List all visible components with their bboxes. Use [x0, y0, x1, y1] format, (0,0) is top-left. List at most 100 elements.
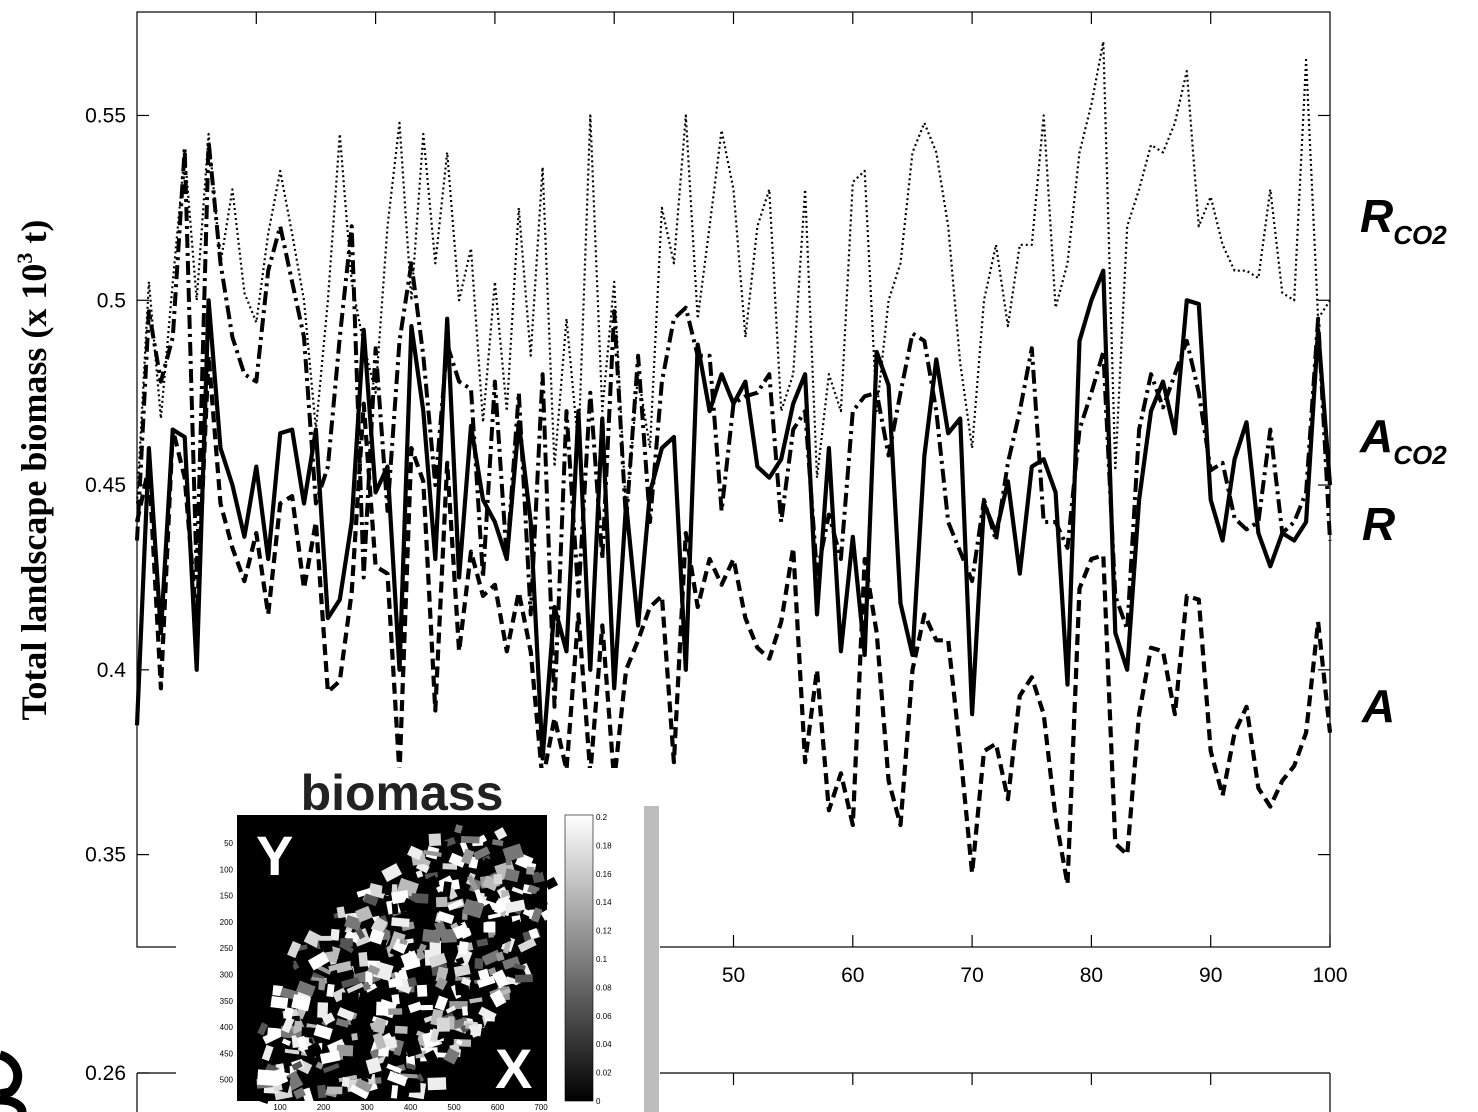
- inset-patch: [467, 875, 479, 891]
- inset-patch: [336, 906, 346, 919]
- inset-patch: [335, 1018, 350, 1028]
- inset-patch: [261, 1044, 274, 1062]
- inset-patch: [493, 929, 512, 947]
- inset-patch: [493, 873, 503, 885]
- inset-patch: [462, 898, 485, 919]
- inset-patch: [517, 937, 537, 953]
- inset-patch: [526, 866, 535, 875]
- inset-patch: [447, 899, 464, 911]
- inset-patch: [269, 1018, 286, 1027]
- inset-x-ticks: 100 200 300 400 500 600 700: [273, 1103, 548, 1112]
- y-tick-label: 0.5: [97, 289, 126, 312]
- x-tick-label: 70: [960, 964, 983, 987]
- inset-patch: [365, 983, 378, 993]
- y-axis-label-tail: t): [14, 220, 54, 253]
- inset-patch: [445, 1005, 457, 1014]
- inset-patch: [428, 833, 442, 847]
- inset-patch: [407, 976, 418, 988]
- inset-patch: [443, 1047, 460, 1065]
- y-axis-label-main: Total landscape biomass (x 10: [14, 264, 54, 721]
- inset-patch: [344, 930, 360, 944]
- x-tick-label: 60: [841, 964, 864, 987]
- inset-patch: [321, 1012, 336, 1026]
- inset-patch: [385, 923, 401, 935]
- inset-patch: [479, 834, 488, 844]
- inset-landscape-patches: [252, 824, 561, 1105]
- inset-colorbar-ticks: 0.2 0.18 0.16 0.14 0.12 0.1 0.08 0.06 0.04 0.02 0: [596, 813, 612, 1106]
- inset-patch: [389, 948, 404, 959]
- inset-patch: [531, 870, 545, 884]
- inset-patch: [504, 868, 520, 883]
- inset-patch: [293, 1020, 303, 1035]
- inset-patch: [350, 1018, 362, 1034]
- inset-patch: [400, 950, 419, 967]
- inset-patch: [514, 974, 533, 983]
- inset-patch: [340, 938, 353, 947]
- inset-patch: [452, 923, 469, 940]
- inset-patch: [416, 984, 428, 997]
- inset-patch: [415, 870, 424, 879]
- inset-y-tick-label: 50: [224, 839, 233, 848]
- inset-patch: [355, 905, 373, 923]
- inset-patch: [406, 1079, 421, 1093]
- inset-patch: [303, 1041, 323, 1060]
- x-axis-ticks: 50 60 70 80 90 100: [722, 935, 1348, 987]
- inset-patch: [386, 1063, 403, 1074]
- inset-patch: [283, 1007, 294, 1020]
- inset-patch: [511, 886, 525, 895]
- y-tick-label: 0.4: [97, 659, 127, 682]
- inset-patch: [415, 1073, 425, 1083]
- inset-y-tick-label: 150: [220, 892, 234, 901]
- main-plot: 0.35 0.4 0.45 0.5 0.55 50 60 70 80 90 100: [85, 11, 1348, 987]
- lower-plot-y-tick-label: 0.26: [85, 1062, 126, 1085]
- inset-y-tick-label: 100: [220, 865, 234, 874]
- inset-patch: [434, 977, 448, 991]
- inset-biomass-map: biomass Y X 5010015020025030035040045050…: [176, 765, 660, 1112]
- inset-patch: [293, 1087, 306, 1100]
- inset-patch: [370, 904, 387, 918]
- inset-patch: [372, 1032, 387, 1051]
- series-label-aco2-main: A: [1359, 410, 1393, 462]
- inset-patch: [423, 1049, 440, 1067]
- inset-patch: [403, 1038, 423, 1058]
- panel-letter-fragment: [0, 1050, 23, 1099]
- inset-patch: [434, 920, 449, 939]
- x-tick-label: 80: [1080, 964, 1103, 987]
- inset-patch: [317, 1002, 329, 1018]
- inset-patch: [297, 1035, 309, 1052]
- inset-patch: [336, 1007, 355, 1021]
- y-axis-ticks: 0.35 0.4 0.45 0.5 0.55: [85, 104, 1330, 867]
- inset-patch: [391, 917, 410, 928]
- inset-patch: [495, 951, 505, 962]
- inset-patch: [461, 1006, 469, 1016]
- inset-patch: [390, 1085, 399, 1099]
- inset-patch: [391, 890, 410, 905]
- inset-patch: [361, 981, 371, 992]
- inset-patch: [392, 964, 401, 973]
- inset-patch: [442, 863, 458, 870]
- inset-colorbar: [564, 814, 594, 1102]
- inset-patch: [318, 937, 333, 954]
- inset-patch: [469, 997, 483, 1004]
- inset-patch: [476, 938, 489, 947]
- inset-patch: [522, 908, 535, 919]
- inset-patch: [341, 1076, 350, 1088]
- series-label-rco2-sub: CO2: [1393, 220, 1447, 250]
- inset-patch: [455, 1039, 463, 1046]
- inset-y-label: Y: [256, 824, 293, 887]
- inset-patch: [505, 899, 526, 914]
- inset-patch: [376, 1001, 390, 1016]
- inset-patch: [365, 970, 373, 986]
- inset-patch: [501, 890, 509, 898]
- inset-patch: [394, 1025, 408, 1034]
- inset-patch: [341, 976, 360, 989]
- inset-patch: [351, 1033, 358, 1041]
- inset-patch: [372, 961, 394, 981]
- inset-x-tick-label: 600: [491, 1103, 505, 1112]
- inset-patch: [443, 955, 460, 968]
- series-line-r: [134, 268, 1333, 761]
- inset-patch: [372, 1018, 387, 1034]
- inset-patch: [442, 881, 452, 898]
- inset-patch: [291, 1060, 303, 1071]
